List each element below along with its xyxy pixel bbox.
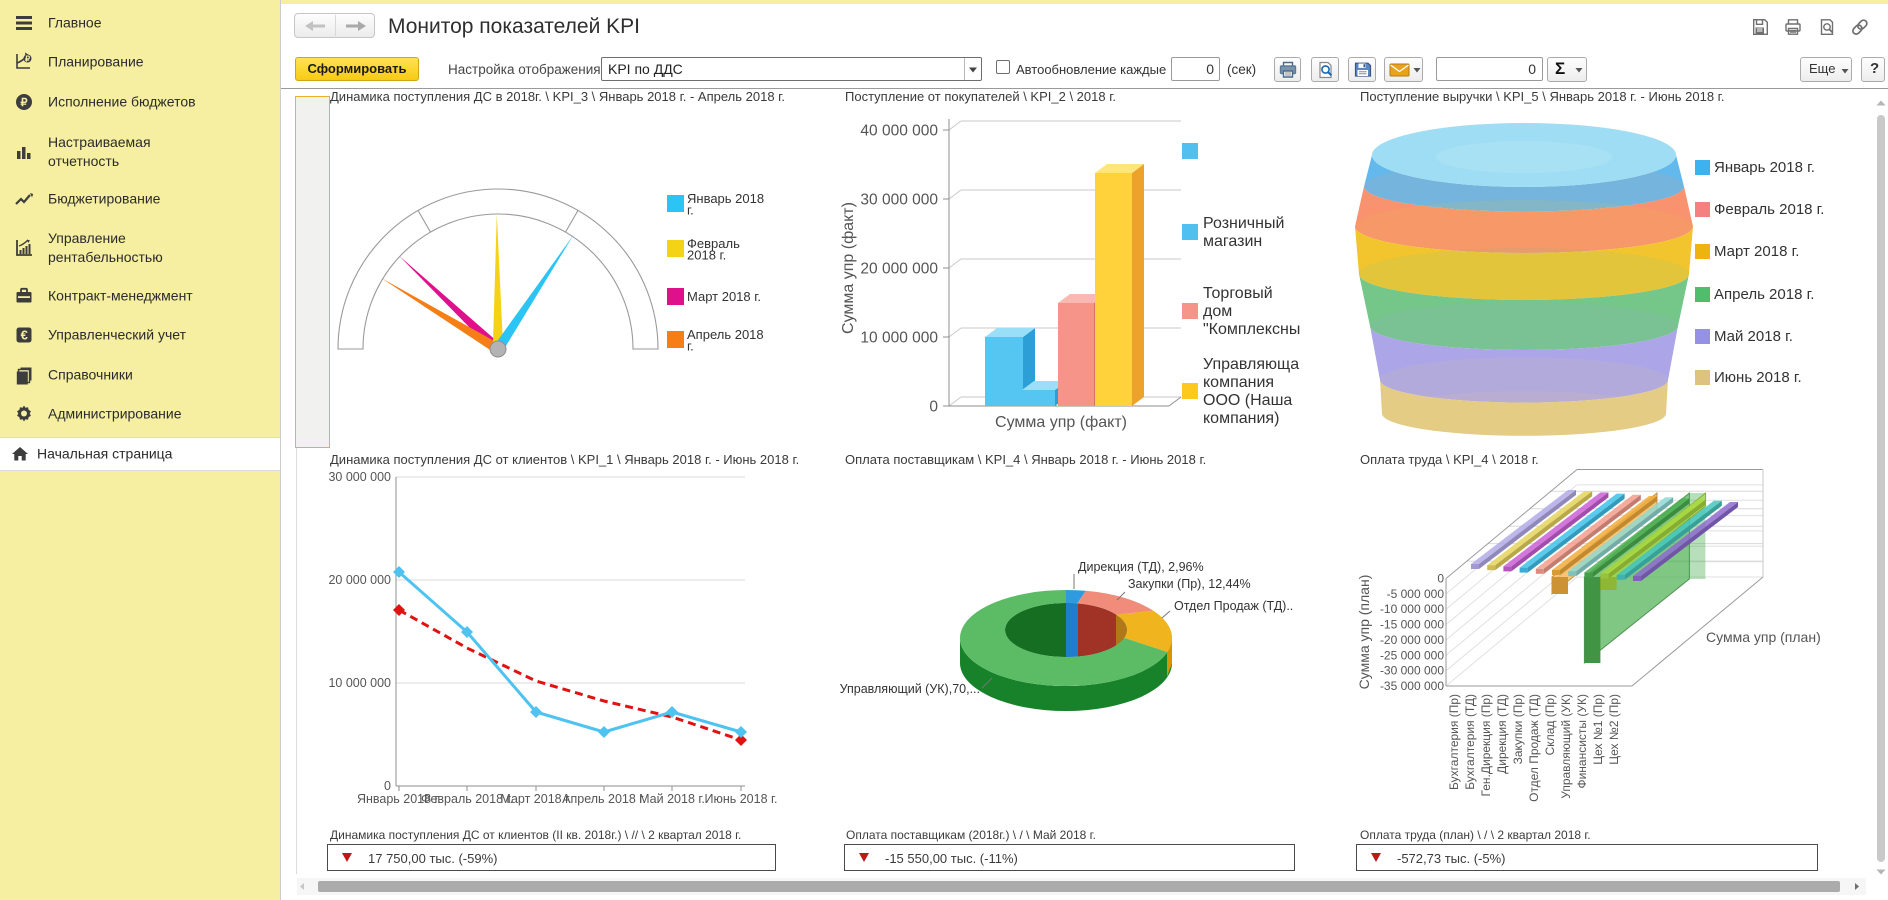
svg-text:€: €: [21, 328, 28, 343]
svg-text:₽: ₽: [25, 54, 30, 63]
svg-text:₽: ₽: [21, 97, 28, 109]
